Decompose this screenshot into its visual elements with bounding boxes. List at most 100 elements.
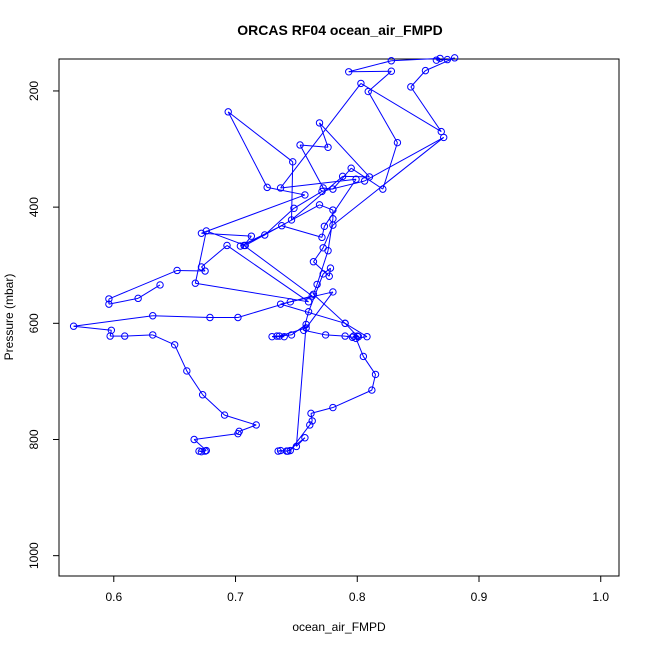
series-segment xyxy=(227,111,294,163)
series-segment xyxy=(322,267,331,275)
series-segment xyxy=(226,245,309,303)
data-point xyxy=(282,447,291,455)
data-point xyxy=(301,191,309,199)
data-point xyxy=(202,446,211,455)
data-point xyxy=(443,55,452,64)
data-point xyxy=(280,332,288,341)
data-point xyxy=(149,331,157,339)
data-point xyxy=(273,332,281,340)
data-point xyxy=(325,272,333,280)
data-point xyxy=(234,313,242,322)
data-point xyxy=(105,300,113,308)
series-segment xyxy=(305,291,334,329)
series-segment xyxy=(300,144,329,148)
series-segment xyxy=(332,167,352,190)
data-point xyxy=(318,233,326,242)
data-point xyxy=(275,332,284,340)
data-point xyxy=(302,320,310,329)
series-segment xyxy=(313,293,346,324)
data-point xyxy=(290,204,298,212)
data-point xyxy=(321,331,330,339)
y-tick-label: 600 xyxy=(27,313,41,333)
series-segment xyxy=(367,91,398,143)
chart-title: ORCAS RF04 ocean_air_FMPD xyxy=(237,22,442,38)
series-segment xyxy=(299,144,324,189)
data-point xyxy=(338,172,347,181)
data-point xyxy=(149,312,157,320)
series-segment xyxy=(344,322,368,338)
series-segment xyxy=(319,204,334,211)
data-point xyxy=(324,246,332,255)
data-point xyxy=(329,206,337,214)
data-point xyxy=(307,409,315,418)
data-point xyxy=(235,427,243,436)
data-point xyxy=(319,184,327,192)
x-tick-label: 1.0 xyxy=(592,590,609,604)
series-segment xyxy=(312,284,318,295)
data-point xyxy=(364,87,372,96)
data-point xyxy=(318,187,326,196)
data-point xyxy=(252,421,260,429)
series-segment xyxy=(201,232,252,237)
data-point xyxy=(197,263,206,271)
data-point xyxy=(107,326,116,334)
series-segment xyxy=(124,334,153,337)
series-segment xyxy=(328,268,331,277)
x-tick-label: 0.6 xyxy=(105,590,122,604)
series-segment xyxy=(237,431,240,434)
data-point xyxy=(223,241,231,250)
data-point xyxy=(359,352,368,361)
data-point xyxy=(268,332,276,341)
series-segment xyxy=(137,284,161,299)
data-point xyxy=(241,241,249,250)
data-point xyxy=(197,447,206,456)
y-tick-label: 800 xyxy=(27,429,41,449)
series-segment xyxy=(321,180,365,192)
data-point xyxy=(315,201,324,209)
data-point xyxy=(190,435,198,444)
series-segment xyxy=(348,60,392,73)
x-axis: 0.6 0.7 0.8 0.9 1.0 xyxy=(105,576,609,604)
series-segment xyxy=(360,82,442,133)
data-point xyxy=(191,279,200,287)
y-axis-label: Pressure (mbar) xyxy=(2,274,16,361)
data-point xyxy=(368,386,376,394)
data-point xyxy=(326,264,335,272)
data-point xyxy=(324,143,332,151)
data-point xyxy=(170,341,179,349)
series-segment xyxy=(321,226,325,238)
series-segment xyxy=(108,297,139,305)
series-segment xyxy=(313,247,324,263)
data-point xyxy=(278,222,286,230)
series-segment xyxy=(193,439,207,451)
data-point xyxy=(315,119,324,127)
series-segment xyxy=(243,245,313,297)
data-point xyxy=(309,290,318,298)
series-segment xyxy=(367,70,392,92)
data-point xyxy=(341,332,349,340)
data-point xyxy=(236,242,245,250)
data-point xyxy=(329,215,337,223)
x-tick-label: 0.9 xyxy=(471,590,488,604)
data-point xyxy=(292,442,301,451)
series-segment xyxy=(319,122,329,148)
series-segment xyxy=(227,111,268,188)
data-point xyxy=(289,158,297,166)
series-segment xyxy=(382,142,398,190)
data-point xyxy=(308,417,316,425)
data-point xyxy=(276,300,285,308)
series-segment xyxy=(364,136,444,182)
data-point xyxy=(345,68,353,76)
data-point xyxy=(206,313,214,322)
series-segment xyxy=(293,191,323,209)
series-segment xyxy=(316,250,329,285)
data-point xyxy=(304,307,313,316)
series-segment xyxy=(201,194,306,234)
series-segment xyxy=(348,70,392,73)
data-point xyxy=(309,258,318,266)
series-segment xyxy=(310,407,334,414)
series-line-group xyxy=(73,57,455,453)
data-point xyxy=(313,280,321,289)
data-point xyxy=(352,175,360,183)
